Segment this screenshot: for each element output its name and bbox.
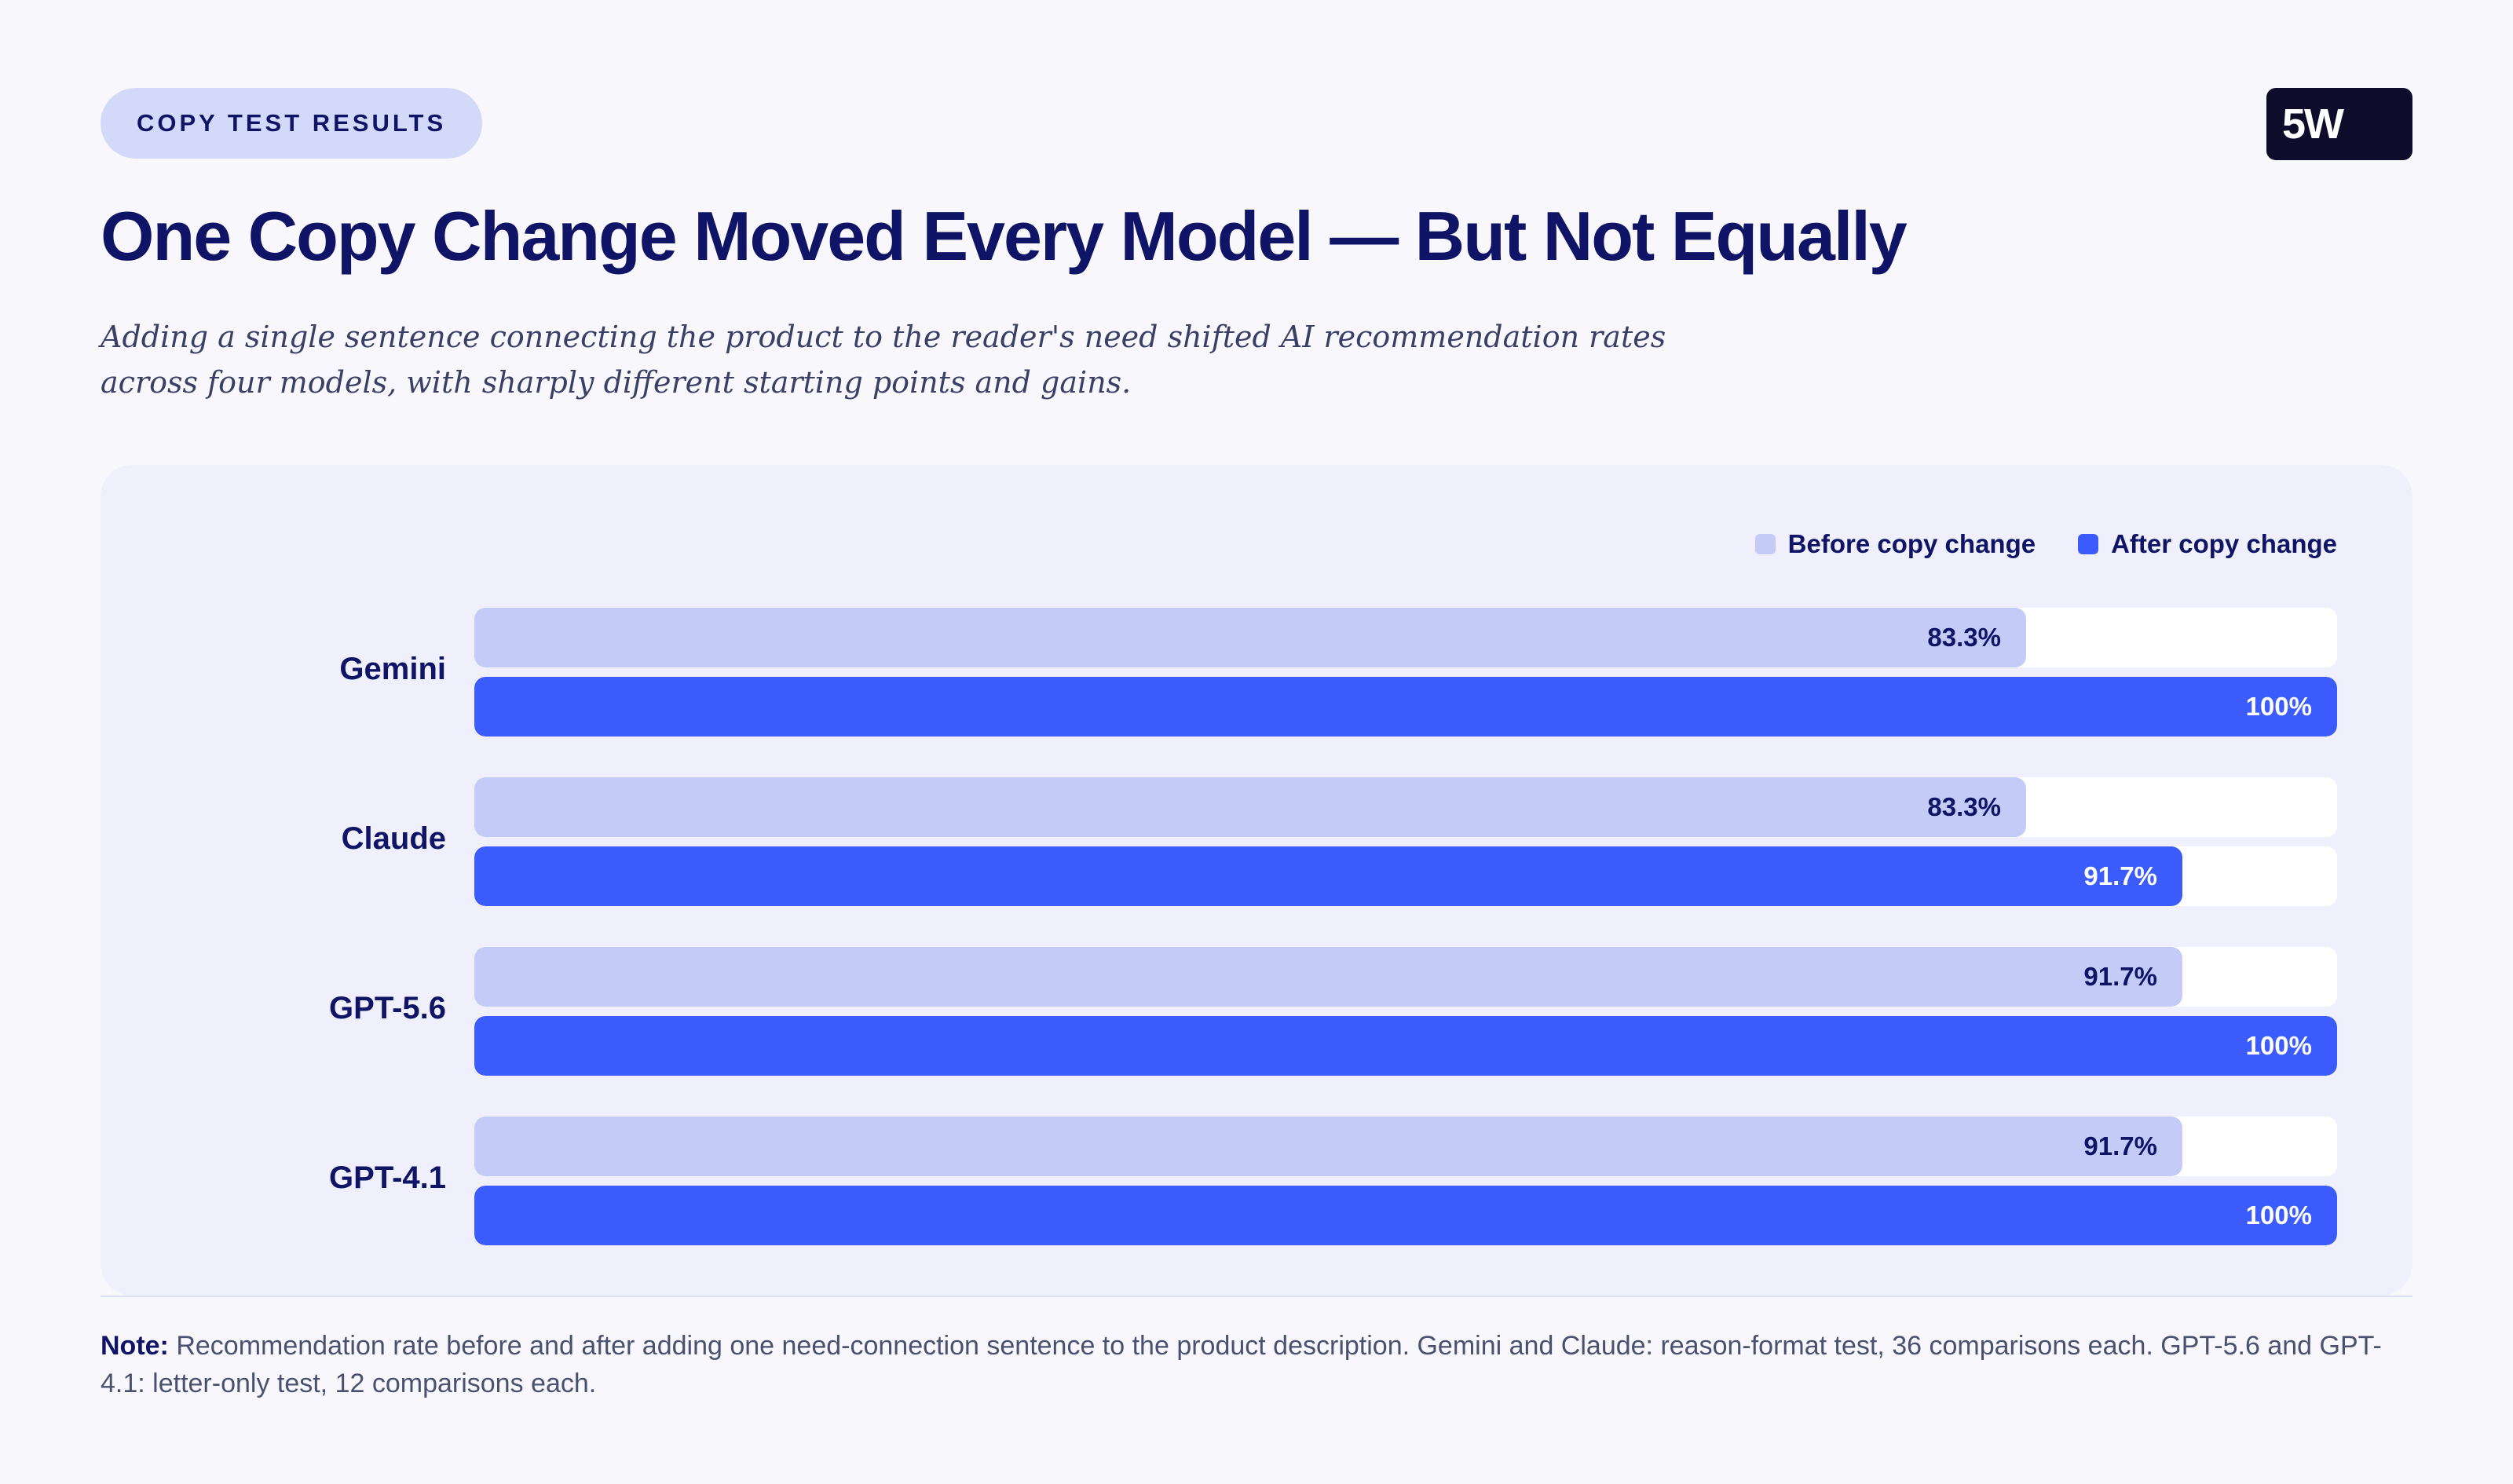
bar-before-claude: [474, 777, 2026, 837]
bar-track-after-gemini: 100%: [474, 677, 2337, 737]
bar-track-after-gpt-4-1: 100%: [474, 1186, 2337, 1245]
section-badge: COPY TEST RESULTS: [101, 88, 483, 159]
bar-after-gemini: [474, 677, 2337, 737]
bar-track-before-gpt-4-1: 91.7%: [474, 1117, 2337, 1176]
bar-before-gpt-4-1: [474, 1117, 2182, 1176]
legend-label-before: Before copy change: [1787, 529, 2036, 558]
bar-after-gpt-4-1: [474, 1186, 2337, 1245]
legend-swatch-after: [2078, 534, 2099, 554]
brand-logo: 5W: [2266, 88, 2412, 160]
data-label-after-claude: 91.7%: [2083, 861, 2157, 890]
bar-before-gemini: [474, 608, 2026, 667]
footnote-text: Recommendation rate before and after add…: [101, 1331, 2382, 1398]
category-label-gpt-4-1: GPT-4.1: [329, 1161, 446, 1195]
page-subtitle: Adding a single sentence connecting the …: [101, 320, 1666, 400]
legend-item-before: Before copy change: [1754, 529, 2036, 559]
chart-panel: Before copy change After copy change Gem…: [101, 465, 2412, 1296]
bar-track-after-claude: 91.7%: [474, 846, 2337, 906]
footnote: Note: Recommendation rate before and aft…: [101, 1327, 2412, 1402]
legend-swatch-before: [1754, 534, 1776, 554]
category-label-gemini: Gemini: [339, 652, 446, 686]
bar-track-after-gpt-5-6: 100%: [474, 1016, 2337, 1076]
page-title: One Copy Change Moved Every Model — But …: [101, 197, 1908, 275]
data-label-before-gpt-4-1: 91.7%: [2083, 1131, 2157, 1161]
data-label-after-gpt-4-1: 100%: [2245, 1201, 2312, 1230]
data-label-before-gemini: 83.3%: [1927, 623, 2001, 652]
bar-before-gpt-5-6: [474, 947, 2182, 1007]
data-label-after-gpt-5-6: 100%: [2245, 1031, 2312, 1060]
bar-track-before-claude: 83.3%: [474, 777, 2337, 837]
chart-legend: Before copy change After copy change: [1754, 529, 2337, 559]
category-label-claude: Claude: [341, 821, 446, 856]
bar-after-gpt-5-6: [474, 1016, 2337, 1076]
data-label-after-gemini: 100%: [2245, 692, 2312, 721]
bar-track-before-gemini: 83.3%: [474, 608, 2337, 667]
bar-track-before-gpt-5-6: 91.7%: [474, 947, 2337, 1007]
footer-divider: [101, 1296, 2412, 1297]
bar-after-claude: [474, 846, 2182, 906]
data-label-before-claude: 83.3%: [1927, 792, 2001, 821]
legend-item-after: After copy change: [2078, 529, 2337, 559]
category-label-gpt-5-6: GPT-5.6: [329, 991, 446, 1025]
footnote-label: Note:: [101, 1331, 169, 1361]
legend-label-after: After copy change: [2111, 529, 2337, 558]
data-label-before-gpt-5-6: 91.7%: [2083, 962, 2157, 991]
